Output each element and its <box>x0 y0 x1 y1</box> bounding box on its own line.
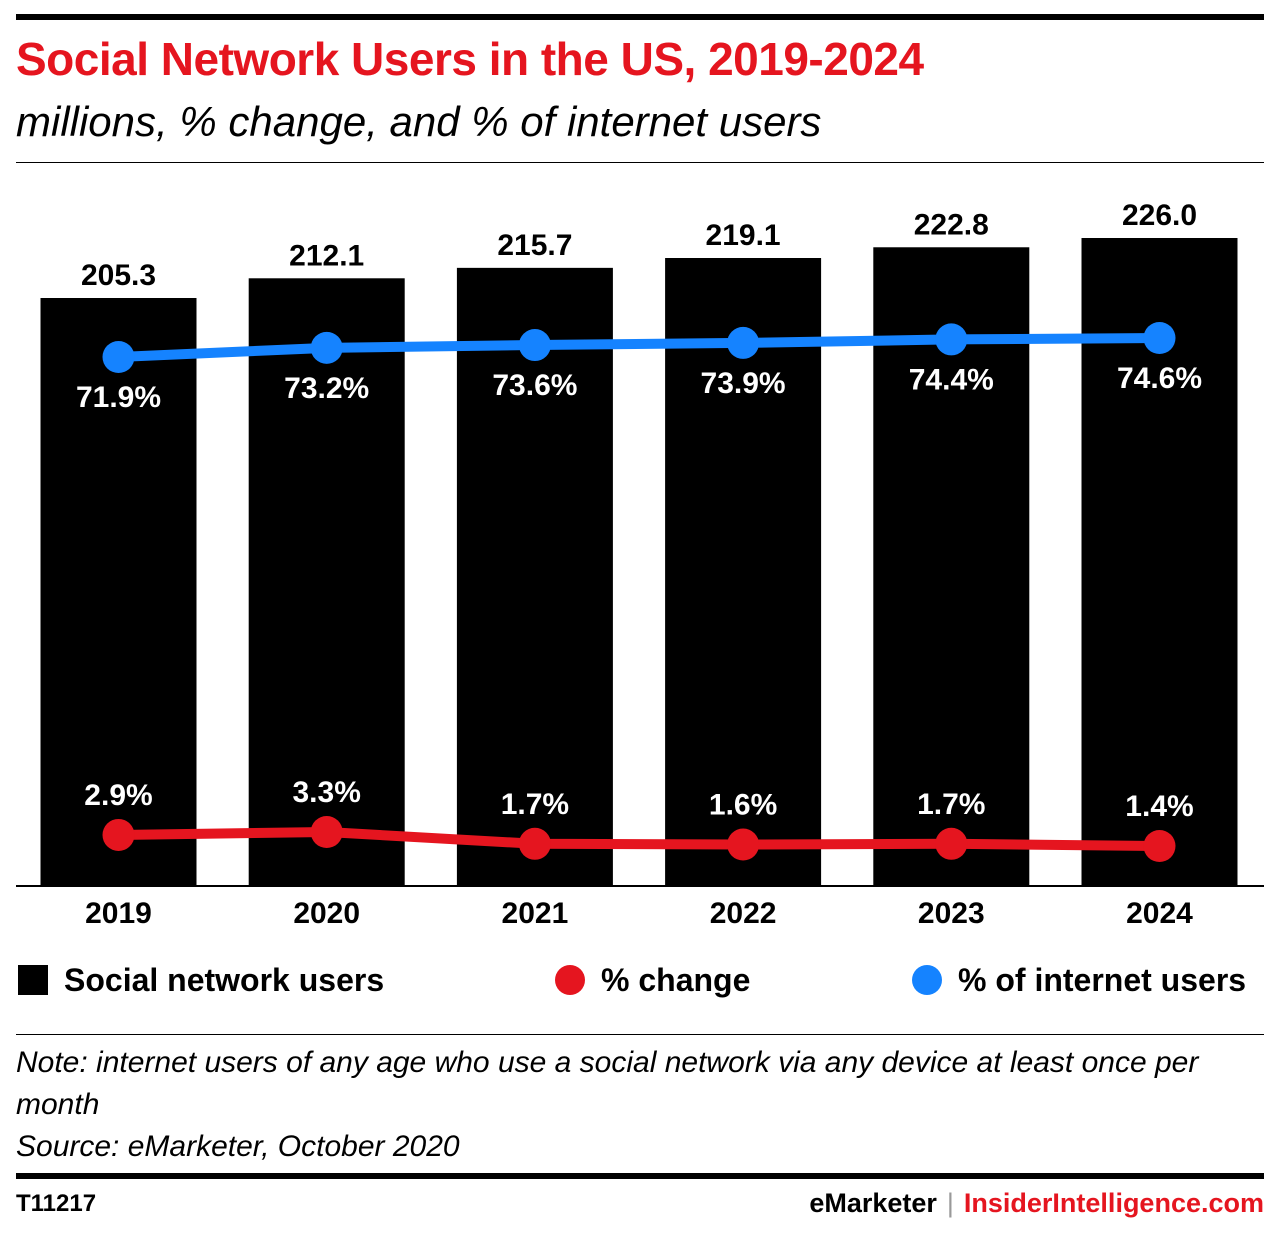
legend-bar-label: Social network users <box>64 961 385 998</box>
point-pct-change-2024 <box>1143 830 1176 862</box>
bar-value-label-2023: 222.8 <box>914 208 989 241</box>
point-pct-internet-2021 <box>518 329 551 362</box>
legend-pct-change: % change <box>555 958 750 1002</box>
legend-red-dot-swatch <box>555 965 585 995</box>
header-divider <box>16 162 1264 163</box>
bar-2020 <box>248 278 405 886</box>
x-tick-label-2023: 2023 <box>918 897 985 930</box>
bar-value-label-2024: 226.0 <box>1122 199 1197 232</box>
bar-value-label-2021: 215.7 <box>497 229 572 262</box>
x-tick-label-2019: 2019 <box>85 897 152 930</box>
point-pct-internet-2023 <box>935 323 968 356</box>
pct-change-label-2020: 3.3% <box>293 776 361 809</box>
bar-value-label-2019: 205.3 <box>81 259 156 292</box>
pct-change-label-2024: 1.4% <box>1125 790 1193 823</box>
pct-internet-label-2023: 74.4% <box>909 363 994 396</box>
x-tick-label-2024: 2024 <box>1126 897 1193 930</box>
legend-internet-label: % of internet users <box>958 961 1247 998</box>
point-pct-internet-2020 <box>310 331 343 364</box>
chart-title: Social Network Users in the US, 2019-202… <box>16 33 924 85</box>
bar-value-label-2022: 219.1 <box>706 219 781 252</box>
legend-change-label: % change <box>601 961 751 998</box>
lines-layer <box>102 322 1176 862</box>
x-tick-label-2020: 2020 <box>293 897 360 930</box>
note-block: Note: internet users of any age who use … <box>16 1042 1256 1168</box>
pct-change-label-2019: 2.9% <box>84 779 152 812</box>
legend-bar-swatch <box>18 965 48 995</box>
legend-blue-dot-swatch <box>912 965 942 995</box>
pct-change-label-2022: 1.6% <box>709 789 777 822</box>
pct-internet-label-2019: 71.9% <box>76 381 161 414</box>
note-divider <box>16 1034 1264 1035</box>
pct-internet-label-2020: 73.2% <box>284 372 369 405</box>
pct-internet-label-2021: 73.6% <box>492 369 577 402</box>
labels-layer: 205.3 2019 212.1 2020 215.7 2021 219.1 2022 222.… <box>76 199 1202 930</box>
brand-emarketer: eMarketer <box>809 1188 937 1218</box>
point-pct-change-2022 <box>727 828 760 861</box>
legend-pct-internet-users: % of internet users <box>912 958 1246 1002</box>
chart-svg: 205.3 2019 212.1 2020 215.7 2021 219.1 2022 222.… <box>16 199 1264 930</box>
chart-subtitle: millions, % change, and % of internet us… <box>16 98 822 145</box>
bar-2019 <box>40 298 197 886</box>
series-line-pct-internet-users <box>113 333 1165 362</box>
bar-2022 <box>665 258 822 886</box>
bottom-rule <box>16 1173 1264 1179</box>
pct-internet-label-2022: 73.9% <box>701 367 786 400</box>
bars-layer <box>40 238 1238 886</box>
point-pct-change-2020 <box>310 816 343 848</box>
brand-separator: | <box>946 1188 954 1218</box>
point-pct-internet-2022 <box>727 326 760 359</box>
chart-id: T11217 <box>16 1190 97 1217</box>
x-tick-label-2021: 2021 <box>502 897 569 930</box>
point-pct-change-2019 <box>102 818 135 851</box>
brand-insider-intelligence[interactable]: InsiderIntelligence.com <box>963 1188 1264 1218</box>
pct-internet-label-2024: 74.6% <box>1117 362 1202 395</box>
pct-change-label-2021: 1.7% <box>501 788 569 821</box>
point-pct-internet-2019 <box>102 341 135 373</box>
x-tick-label-2022: 2022 <box>710 897 777 930</box>
bar-value-label-2020: 212.1 <box>289 239 364 272</box>
series-line-pct-change <box>113 827 1165 851</box>
footer-brand: eMarketer | InsiderIntelligence.com <box>809 1188 1264 1219</box>
point-pct-change-2021 <box>518 827 551 860</box>
bar-2021 <box>456 267 613 886</box>
point-pct-internet-2024 <box>1143 322 1176 354</box>
note-text: Note: internet users of any age who use … <box>16 1046 1199 1121</box>
legend-social-network-users: Social network users <box>18 958 384 1002</box>
point-pct-change-2023 <box>935 827 968 860</box>
pct-change-label-2023: 1.7% <box>917 788 985 821</box>
source-text: Source: eMarketer, October 2020 <box>16 1130 460 1163</box>
top-rule <box>16 14 1264 20</box>
